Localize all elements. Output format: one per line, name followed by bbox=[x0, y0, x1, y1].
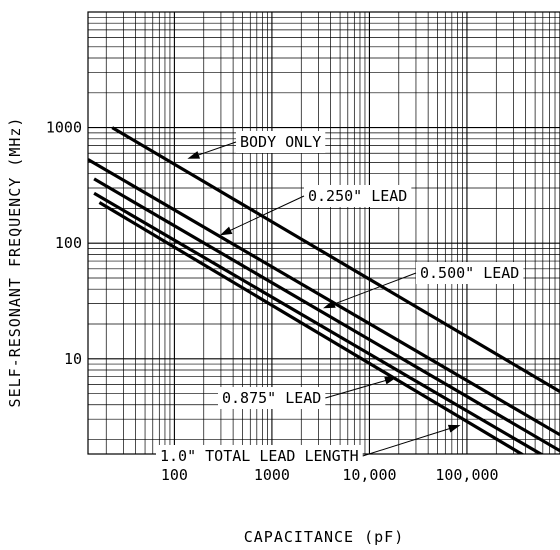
x-tick-label: 10,000 bbox=[342, 466, 396, 484]
callout-label: 1.0" TOTAL LEAD LENGTH bbox=[160, 447, 359, 465]
callout-arrowhead bbox=[219, 226, 233, 236]
callout-label-bg bbox=[304, 185, 412, 207]
callout-arrowhead bbox=[384, 376, 397, 385]
series-line-4 bbox=[98, 201, 525, 454]
callout-arrowhead bbox=[323, 300, 336, 309]
series-line-2 bbox=[93, 177, 560, 453]
y-tick-label: 10 bbox=[64, 350, 82, 368]
series-line-0 bbox=[111, 126, 560, 393]
callout-label: 0.500" LEAD bbox=[420, 264, 519, 282]
y-axis-title: SELF-RESONANT FREQUENCY (MHz) bbox=[6, 117, 24, 408]
callout-leader bbox=[196, 141, 237, 157]
callout-leader bbox=[332, 272, 417, 306]
callout-arrowhead bbox=[187, 151, 201, 159]
callout-leader bbox=[228, 195, 305, 232]
series-lines bbox=[88, 126, 560, 454]
x-axis-title: CAPACITANCE (pF) bbox=[244, 528, 405, 546]
x-tick-labels: 100 1000 10,000 100,000 bbox=[161, 466, 499, 484]
callout-4: 1.0" TOTAL LEAD LENGTH bbox=[156, 424, 461, 467]
x-tick-label: 1000 bbox=[254, 466, 290, 484]
callout-label: 0.250" LEAD bbox=[308, 187, 407, 205]
callout-leader bbox=[362, 427, 452, 457]
y-tick-labels: 10 100 1000 bbox=[46, 119, 82, 368]
series-line-3 bbox=[93, 191, 544, 454]
callout-1: 0.250" LEAD bbox=[219, 185, 412, 236]
callout-arrowhead bbox=[447, 424, 461, 433]
series-line-1 bbox=[88, 158, 560, 437]
callout-leader bbox=[325, 379, 388, 399]
y-tick-label: 1000 bbox=[46, 119, 82, 137]
callout-3: 0.875" LEAD bbox=[218, 376, 397, 409]
x-tick-label: 100,000 bbox=[435, 466, 498, 484]
callout-label-bg bbox=[156, 445, 363, 467]
callout-label: BODY ONLY bbox=[240, 133, 321, 151]
y-tick-label: 100 bbox=[55, 234, 82, 252]
callout-label-bg bbox=[416, 262, 524, 284]
callout-2: 0.500" LEAD bbox=[323, 262, 524, 309]
callout-label-bg bbox=[236, 131, 326, 153]
x-tick-label: 100 bbox=[161, 466, 188, 484]
callout-0: BODY ONLY bbox=[187, 131, 326, 159]
minor-gridlines bbox=[88, 12, 560, 454]
callout-label-bg bbox=[218, 387, 326, 409]
callout-label: 0.875" LEAD bbox=[222, 389, 321, 407]
callouts: BODY ONLY 0.250" LEAD 0.500" LEAD 0.875" LE… bbox=[156, 131, 524, 467]
